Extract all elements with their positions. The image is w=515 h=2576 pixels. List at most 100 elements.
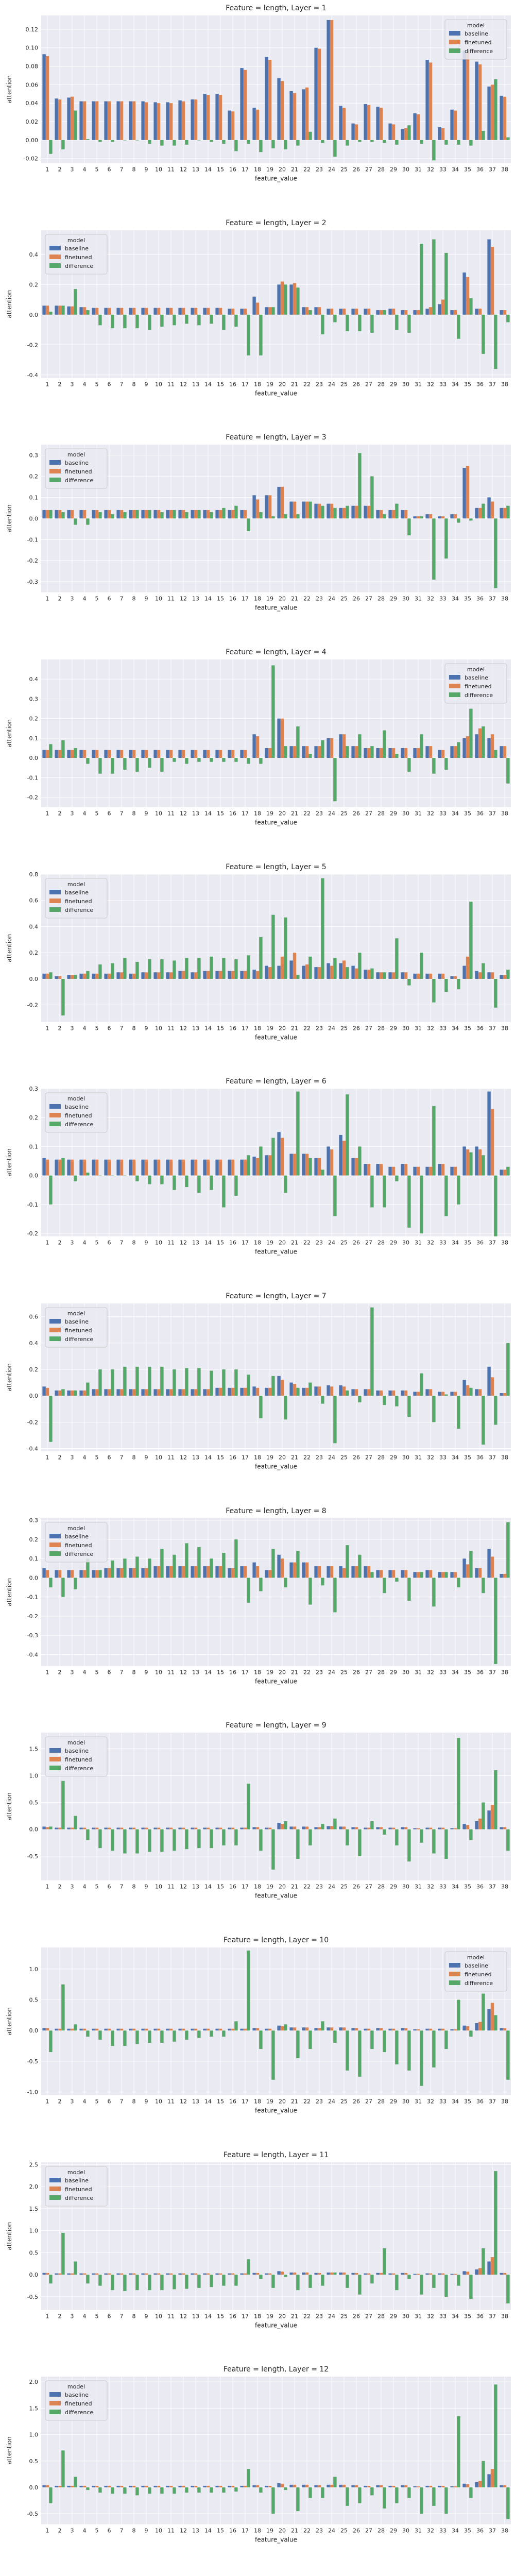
bar-baseline — [67, 1827, 71, 1829]
bar-difference — [308, 1578, 312, 1605]
bar-finetuned — [255, 1158, 260, 1176]
bar-finetuned — [45, 1387, 49, 1396]
bar-finetuned — [206, 2028, 210, 2031]
bar-baseline — [351, 123, 355, 140]
bar-baseline — [228, 2273, 231, 2275]
bar-finetuned — [342, 1141, 346, 1176]
x-tick-label: 27 — [365, 1025, 372, 1031]
bar-difference — [210, 512, 213, 519]
x-tick-label: 13 — [192, 1669, 199, 1675]
bar-difference — [135, 1175, 139, 1182]
bar-baseline — [500, 2485, 503, 2488]
bar-finetuned — [441, 1571, 445, 1578]
bar-finetuned — [416, 973, 420, 979]
bar-difference — [98, 2487, 102, 2493]
bar-baseline — [327, 20, 330, 140]
legend-label-finetuned: finetuned — [65, 2186, 92, 2193]
bar-difference — [284, 1175, 287, 1193]
bar-difference — [358, 2030, 362, 2077]
bar-difference — [321, 1396, 324, 1404]
bar-difference — [259, 314, 263, 355]
bar-finetuned — [466, 52, 470, 140]
bar-finetuned — [243, 750, 247, 758]
bar-baseline — [116, 2486, 120, 2488]
bar-finetuned — [144, 1568, 148, 1578]
bar-difference — [358, 1146, 362, 1176]
x-tick-label: 34 — [452, 1669, 459, 1675]
bar-baseline — [388, 1167, 392, 1176]
bar-finetuned — [280, 956, 284, 979]
bar-baseline — [215, 510, 219, 519]
bar-baseline — [500, 310, 503, 315]
x-tick-label: 33 — [439, 1454, 447, 1461]
bar-finetuned — [503, 974, 507, 979]
x-axis-label: feature_value — [255, 2536, 297, 2544]
bar-finetuned — [268, 2028, 272, 2031]
x-tick-label: 38 — [501, 166, 508, 173]
bar-finetuned — [490, 2257, 494, 2275]
bar-baseline — [153, 510, 157, 519]
legend-label-finetuned: finetuned — [65, 1542, 92, 1549]
bar-finetuned — [490, 1556, 494, 1578]
bar-difference — [135, 1556, 139, 1578]
x-tick-label: 36 — [476, 1240, 484, 1246]
bar-difference — [86, 1829, 90, 1840]
bar-difference — [111, 1560, 114, 1578]
bar-baseline — [302, 1387, 305, 1396]
x-tick-label: 15 — [217, 2313, 224, 2319]
bar-baseline — [462, 1558, 466, 1578]
bar-baseline — [141, 2486, 145, 2488]
x-tick-label: 11 — [167, 2313, 175, 2319]
bar-difference — [494, 1396, 497, 1425]
legend-swatch-baseline — [449, 674, 460, 680]
bar-finetuned — [157, 750, 161, 758]
bar-finetuned — [441, 2273, 445, 2275]
bar-difference — [469, 1152, 473, 1176]
bar-difference — [420, 140, 423, 144]
bar-baseline — [487, 497, 491, 519]
bar-finetuned — [82, 1160, 87, 1176]
bar-difference — [49, 2487, 53, 2504]
bar-difference — [420, 516, 423, 519]
x-tick-label: 21 — [291, 2313, 298, 2319]
bar-difference — [86, 2274, 90, 2283]
bar-baseline — [228, 2486, 231, 2488]
bar-baseline — [388, 123, 392, 140]
bar-difference — [111, 758, 114, 774]
bar-finetuned — [70, 1160, 74, 1176]
bar-finetuned — [404, 972, 408, 979]
x-tick-label: 17 — [242, 596, 249, 602]
bar-finetuned — [70, 2486, 74, 2488]
bar-baseline — [339, 1566, 342, 1578]
bar-baseline — [55, 305, 58, 315]
bar-baseline — [327, 1826, 330, 1829]
x-tick-label: 15 — [217, 810, 224, 817]
bar-difference — [296, 287, 300, 315]
y-tick-label: 0.5 — [29, 1997, 38, 2004]
bar-difference — [383, 972, 386, 979]
x-tick-label: 4 — [83, 2098, 87, 2105]
bar-baseline — [425, 1827, 429, 1829]
x-tick-label: 21 — [291, 810, 298, 817]
bar-finetuned — [95, 510, 99, 519]
bar-baseline — [425, 514, 429, 519]
legend-label-finetuned: finetuned — [65, 898, 92, 905]
x-tick-label: 17 — [242, 1025, 249, 1031]
bar-baseline — [104, 1827, 108, 1829]
x-tick-label: 15 — [217, 1454, 224, 1461]
bar-finetuned — [194, 1566, 198, 1578]
x-tick-label: 4 — [83, 810, 87, 817]
bar-baseline — [302, 965, 305, 979]
bar-finetuned — [194, 1389, 198, 1396]
bar-finetuned — [255, 499, 260, 519]
bar-finetuned — [330, 503, 334, 519]
bar-finetuned — [305, 746, 309, 758]
bar-baseline — [153, 1566, 157, 1578]
bar-baseline — [401, 1390, 404, 1396]
x-tick-label: 38 — [501, 2313, 508, 2319]
x-tick-label: 17 — [242, 1669, 249, 1675]
x-tick-label: 23 — [316, 2528, 323, 2534]
bar-difference — [444, 1571, 448, 1578]
bar-difference — [333, 1175, 337, 1216]
x-tick-label: 30 — [402, 810, 409, 817]
